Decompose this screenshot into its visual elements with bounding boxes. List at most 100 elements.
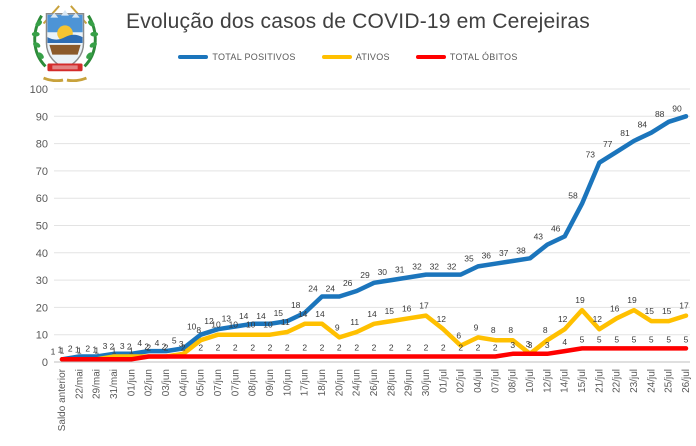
data-label-total-bitos: 5 xyxy=(614,334,619,344)
data-label-total-bitos: 2 xyxy=(372,343,377,353)
legend-swatch-total-bitos xyxy=(415,55,446,59)
legend-label: TOTAL ÓBITOS xyxy=(449,52,518,62)
x-axis-tick: 22/mai xyxy=(74,369,85,399)
x-axis-tick: 08/jul xyxy=(508,369,519,393)
data-label-ativos: 2 xyxy=(162,342,167,352)
y-axis-tick: 90 xyxy=(36,111,48,123)
data-label-total-positivos: 37 xyxy=(499,248,509,258)
data-label-ativos: 8 xyxy=(543,325,548,335)
data-label-ativos: 11 xyxy=(281,317,290,327)
x-axis-tick: 07/jul xyxy=(490,369,501,393)
data-label-ativos: 15 xyxy=(662,306,672,316)
data-label-total-bitos: 3 xyxy=(545,340,550,350)
data-label-ativos: 17 xyxy=(419,301,429,311)
data-label-total-positivos: 15 xyxy=(274,308,284,318)
data-label-total-bitos: 2 xyxy=(302,343,307,353)
data-label-total-bitos: 2 xyxy=(320,343,325,353)
data-label-ativos: 15 xyxy=(645,306,655,316)
data-label-total-bitos: 2 xyxy=(233,343,238,353)
x-axis-tick: 18/jun xyxy=(317,369,328,396)
x-axis-tick: 07/jun xyxy=(230,369,241,396)
data-label-total-bitos: 2 xyxy=(389,343,394,353)
y-axis-tick: 20 xyxy=(36,302,48,314)
data-label-total-bitos: 2 xyxy=(216,343,221,353)
data-label-total-positivos: 14 xyxy=(239,311,249,321)
data-label-total-positivos: 90 xyxy=(672,103,682,113)
laurel-branches xyxy=(31,14,99,68)
data-label-total-positivos: 30 xyxy=(378,267,388,277)
data-label-total-bitos: 1 xyxy=(77,345,82,355)
data-label-total-positivos: 24 xyxy=(308,284,318,294)
x-axis-tick: 14/jul xyxy=(560,369,571,393)
y-axis-tick: 30 xyxy=(36,275,48,287)
chart-title: Evolução dos casos de COVID-19 em Cereje… xyxy=(125,10,590,33)
legend-label: ATIVOS xyxy=(355,52,390,62)
data-label-ativos: 1 xyxy=(92,344,97,354)
ribbon xyxy=(43,63,87,82)
data-label-total-bitos: 3 xyxy=(510,340,515,350)
data-label-total-bitos: 5 xyxy=(649,334,654,344)
data-label-total-positivos: 26 xyxy=(343,278,353,288)
data-label-ativos: 6 xyxy=(456,331,461,341)
data-label-total-positivos: 32 xyxy=(412,262,422,272)
data-label-total-bitos: 2 xyxy=(285,343,290,353)
data-label-total-positivos: 24 xyxy=(326,284,336,294)
data-label-total-bitos: 2 xyxy=(441,343,446,353)
data-label-ativos: 2 xyxy=(127,342,132,352)
x-axis-tick: 10/jul xyxy=(525,369,536,393)
data-label-ativos: 3 xyxy=(179,339,184,349)
data-label-total-bitos: 5 xyxy=(580,334,585,344)
data-label-total-positivos: 43 xyxy=(534,232,544,242)
data-label-ativos: 9 xyxy=(335,322,340,332)
data-label-ativos: 19 xyxy=(627,295,637,305)
data-label-total-positivos: 2 xyxy=(68,344,73,354)
data-label-total-positivos: 10 xyxy=(187,322,197,332)
data-label-total-bitos: 1 xyxy=(60,345,65,355)
legend-item-total-bitos: TOTAL ÓBITOS xyxy=(415,52,518,62)
y-axis-tick: 70 xyxy=(36,166,48,178)
data-label-ativos: 16 xyxy=(610,303,620,313)
data-label-ativos: 12 xyxy=(593,314,603,324)
x-axis-tick: 29/jun xyxy=(404,369,415,396)
legend-item-ativos: ATIVOS xyxy=(321,52,390,62)
x-axis-tick: 20/jun xyxy=(334,369,345,396)
data-label-total-bitos: 2 xyxy=(164,343,169,353)
x-axis-tick: 03/jun xyxy=(161,369,172,396)
data-label-ativos: 14 xyxy=(315,309,325,319)
y-axis-tick: 80 xyxy=(36,139,48,151)
y-axis-tick: 10 xyxy=(36,330,48,342)
data-label-total-bitos: 3 xyxy=(528,340,533,350)
data-label-ativos: 1 xyxy=(75,344,80,354)
data-label-total-positivos: 46 xyxy=(551,223,561,233)
data-label-ativos: 9 xyxy=(474,322,479,332)
data-label-total-positivos: 3 xyxy=(103,341,108,351)
x-axis-tick: 05/jun xyxy=(196,369,207,396)
data-label-total-bitos: 4 xyxy=(562,337,567,347)
x-axis-tick: 23/jul xyxy=(629,369,640,393)
data-label-ativos: 8 xyxy=(508,325,513,335)
x-axis-tick: Saldo anterior xyxy=(57,368,68,431)
y-axis-tick: 60 xyxy=(36,193,48,205)
x-axis-tick: 22/jul xyxy=(612,369,623,393)
data-label-total-bitos: 1 xyxy=(112,345,117,355)
data-label-total-bitos: 2 xyxy=(181,343,186,353)
data-label-ativos: 8 xyxy=(491,325,496,335)
data-label-ativos: 11 xyxy=(350,317,359,327)
x-axis-tick: 25/jul xyxy=(664,369,675,393)
data-label-ativos: 14 xyxy=(367,309,377,319)
x-axis-tick: 26/jul xyxy=(681,369,692,393)
data-label-ativos: 16 xyxy=(402,303,412,313)
x-axis-tick: 17/jun xyxy=(300,369,311,396)
data-label-total-positivos: 12 xyxy=(204,316,214,326)
data-label-ativos: 19 xyxy=(575,295,585,305)
data-label-total-positivos: 31 xyxy=(395,264,405,274)
x-axis-tick: 26/jun xyxy=(369,369,380,396)
legend-item-total-positivos: TOTAL POSITIVOS xyxy=(178,52,295,62)
data-label-total-bitos: 2 xyxy=(268,343,273,353)
data-label-ativos: 10 xyxy=(246,320,256,330)
data-label-total-positivos: 2 xyxy=(85,344,90,354)
legend-label: TOTAL POSITIVOS xyxy=(212,52,296,62)
y-axis-tick: 0 xyxy=(42,357,48,369)
